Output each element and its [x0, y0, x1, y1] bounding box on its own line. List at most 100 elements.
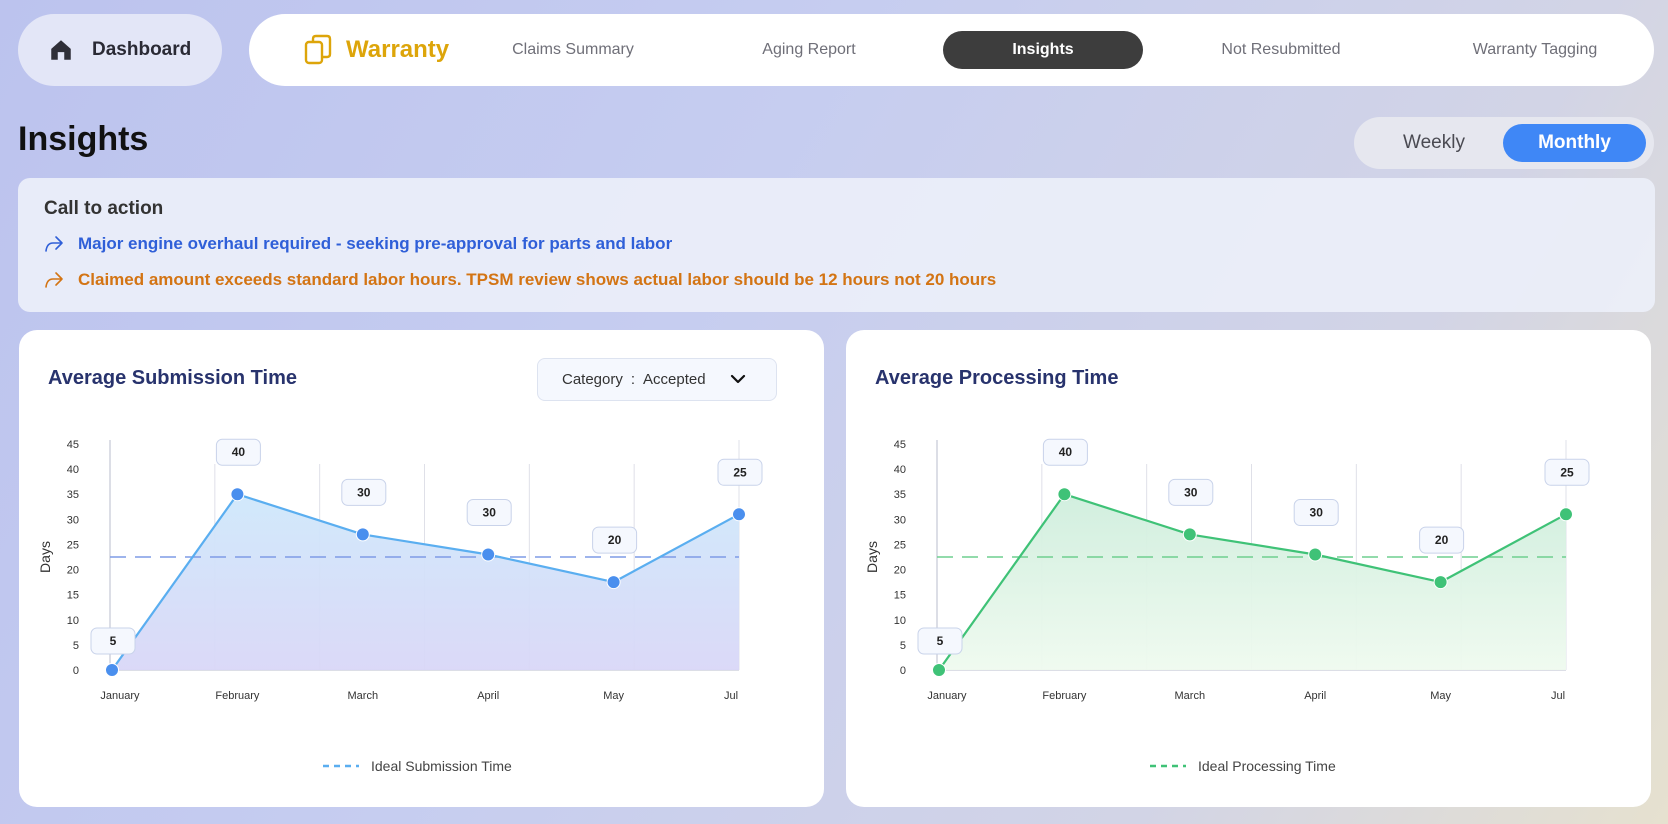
warranty-brand[interactable]: Warranty — [304, 34, 449, 66]
data-point — [230, 487, 245, 502]
data-point — [1308, 547, 1323, 562]
x-tick-label: May — [1430, 690, 1451, 702]
forward-arrow-icon — [45, 272, 63, 288]
tab-insights[interactable]: Insights — [943, 31, 1143, 69]
data-point — [1559, 507, 1573, 522]
y-tick-label: 5 — [73, 640, 79, 652]
processing-time-chart: Days 0 5 10 15 20 25 30 35 40 45 5 40 30 30 20 25 January… — [864, 438, 1590, 702]
data-point — [932, 663, 946, 677]
tab-warranty-tagging[interactable]: Warranty Tagging — [1472, 41, 1598, 58]
x-tick-label: April — [477, 690, 499, 702]
monthly-option[interactable]: Monthly — [1503, 124, 1646, 162]
category-value: Accepted — [643, 371, 706, 388]
warranty-label: Warranty — [346, 36, 450, 63]
series-area — [939, 494, 1566, 670]
y-tick-label: 5 — [900, 640, 906, 652]
x-tick-label: March — [348, 690, 379, 702]
category-separator: : — [630, 371, 636, 388]
submission-legend: Ideal Submission Time — [323, 758, 512, 774]
data-point — [481, 547, 496, 562]
y-tick-label: 25 — [894, 539, 906, 551]
y-tick-label: 15 — [894, 590, 906, 602]
data-label: 30 — [1184, 485, 1198, 499]
legend-label: Ideal Processing Time — [1198, 758, 1336, 774]
processing-legend: Ideal Processing Time — [1150, 758, 1336, 774]
tab-aging-report[interactable]: Aging Report — [762, 41, 856, 58]
y-axis-title: Days — [864, 541, 880, 573]
processing-time-card: Average Processing Time Days 0 5 10 15 20 25 30… — [846, 330, 1651, 807]
x-tick-label: Jul — [724, 690, 738, 702]
category-label: Category — [562, 371, 623, 388]
legend-dash-icon — [1150, 764, 1186, 768]
y-tick-label: 45 — [67, 439, 79, 451]
series-line — [938, 493, 1567, 671]
legend-label: Ideal Submission Time — [371, 758, 512, 774]
series-line — [111, 493, 740, 671]
data-label: 20 — [608, 533, 622, 547]
category-select[interactable]: Category : Accepted — [537, 358, 777, 401]
x-tick-label: February — [1042, 690, 1087, 702]
weekly-option[interactable]: Weekly — [1403, 132, 1465, 153]
processing-card-title: Average Processing Time — [875, 367, 1119, 389]
data-label-box — [917, 627, 963, 655]
cta-item-text: Major engine overhaul required - seeking… — [78, 234, 673, 253]
data-label-box — [341, 478, 387, 506]
y-tick-label: 30 — [894, 514, 906, 526]
y-tick-label: 45 — [894, 439, 906, 451]
data-label: 5 — [110, 634, 117, 648]
data-point — [732, 507, 746, 522]
home-icon — [51, 40, 71, 60]
dashboard-button[interactable]: Dashboard — [18, 14, 222, 86]
data-point — [355, 527, 370, 542]
data-label: 30 — [357, 485, 371, 499]
x-tick-label: February — [215, 690, 260, 702]
y-tick-label: 20 — [894, 565, 906, 577]
x-tick-label: Jul — [1551, 690, 1565, 702]
chevron-down-icon — [730, 374, 746, 384]
data-label: 25 — [733, 465, 747, 479]
data-label: 20 — [1435, 533, 1449, 547]
legend-dash-icon — [323, 764, 359, 768]
y-tick-label: 0 — [73, 665, 79, 677]
data-label-box — [1293, 498, 1339, 526]
x-tick-label: January — [927, 690, 967, 702]
y-tick-label: 40 — [894, 464, 906, 476]
y-tick-label: 0 — [900, 665, 906, 677]
x-tick-label: May — [603, 690, 624, 702]
data-point — [1182, 527, 1197, 542]
data-label-box — [717, 458, 763, 486]
data-point — [105, 663, 119, 677]
x-tick-label: April — [1304, 690, 1326, 702]
data-point — [1057, 487, 1072, 502]
forward-arrow-icon — [45, 236, 63, 252]
data-label-box — [1544, 458, 1590, 486]
cta-item-text: Claimed amount exceeds standard labor ho… — [78, 270, 997, 289]
copy-icon — [304, 34, 332, 65]
submission-card-title: Average Submission Time — [48, 367, 297, 389]
y-tick-label: 40 — [67, 464, 79, 476]
submission-time-chart: Days 0 5 10 15 20 25 30 35 40 45 5 40 30 30 20 25 January… — [37, 438, 763, 702]
dashboard-label: Dashboard — [92, 39, 192, 60]
tab-claims-summary[interactable]: Claims Summary — [512, 41, 634, 58]
data-label-box — [1419, 526, 1465, 554]
page-title: Insights — [18, 120, 149, 158]
data-point — [1433, 575, 1448, 590]
cta-item[interactable]: Major engine overhaul required - seeking… — [44, 234, 672, 254]
data-label: 40 — [1059, 445, 1073, 459]
data-label-box — [1168, 478, 1214, 506]
data-label: 40 — [232, 445, 246, 459]
data-label: 30 — [483, 505, 497, 519]
series-area — [112, 494, 739, 670]
y-tick-label: 10 — [894, 615, 906, 627]
y-tick-label: 10 — [67, 615, 79, 627]
tab-not-resubmitted[interactable]: Not Resubmitted — [1221, 41, 1341, 58]
y-axis-title: Days — [37, 541, 53, 573]
x-tick-label: January — [100, 690, 140, 702]
cta-item[interactable]: Claimed amount exceeds standard labor ho… — [44, 270, 996, 290]
data-label: 30 — [1310, 505, 1324, 519]
data-label-box — [466, 498, 512, 526]
data-label-box — [215, 438, 261, 466]
data-label: 5 — [937, 634, 944, 648]
y-tick-label: 20 — [67, 565, 79, 577]
call-to-action-panel: Call to action Major engine overhaul req… — [18, 178, 1655, 312]
